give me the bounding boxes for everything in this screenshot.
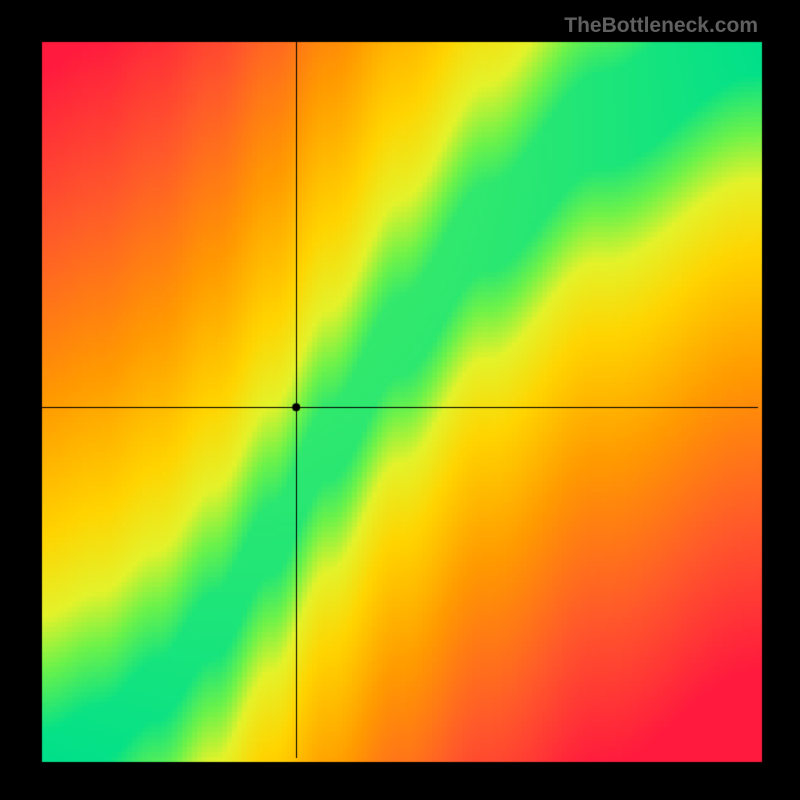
- bottleneck-heatmap: [0, 0, 800, 800]
- watermark-text: TheBottleneck.com: [564, 14, 758, 38]
- chart-container: TheBottleneck.com: [0, 0, 800, 800]
